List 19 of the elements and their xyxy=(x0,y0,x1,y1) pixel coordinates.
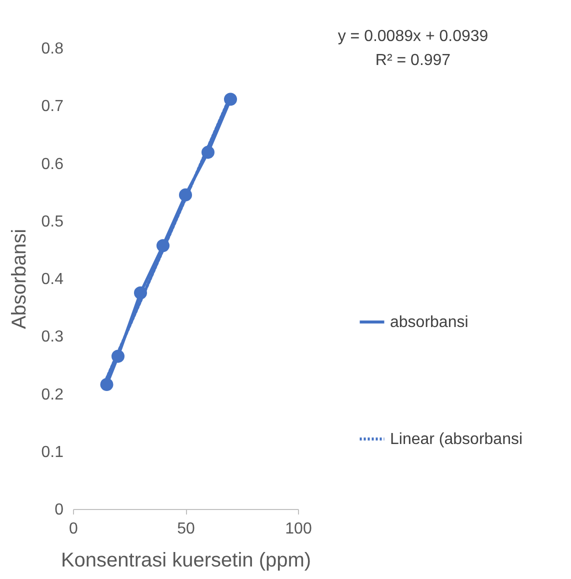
legend-label: absorbansi xyxy=(390,314,468,331)
y-tick-label: 0.2 xyxy=(41,386,64,404)
y-tick-label: 0.1 xyxy=(41,444,64,461)
y-axis-title: Absorbansi xyxy=(8,228,30,330)
x-axis-title: Konsentrasi kuersetin (ppm) xyxy=(60,550,312,572)
text: y = 0.0089x + 0.0939 xyxy=(338,28,488,45)
x-tick-label: 100 xyxy=(285,520,312,538)
legend-label: Linear (absorbansi xyxy=(390,431,523,448)
y-tick-label: 0.5 xyxy=(41,213,64,230)
y-tick-label: 0.3 xyxy=(41,328,64,346)
y-tick-label: 0.7 xyxy=(41,98,64,116)
x-tick-label: 0 xyxy=(69,520,78,538)
point xyxy=(100,378,114,392)
x-tick-label: 50 xyxy=(177,520,195,538)
text: R² = 0.997 xyxy=(375,52,451,69)
y-tick-label: 0 xyxy=(54,502,64,518)
y-tick-label: 0.6 xyxy=(41,156,64,173)
y-tick-label: 0.4 xyxy=(41,271,64,288)
y-tick-label: 0.8 xyxy=(41,40,64,58)
